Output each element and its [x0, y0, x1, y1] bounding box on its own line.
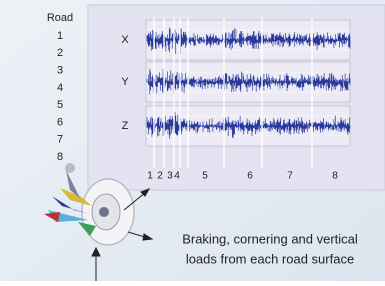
road-number: 1 [57, 30, 63, 42]
segment-label: 6 [247, 171, 253, 182]
segment-label: 3 [167, 171, 173, 182]
channel-label: Z [122, 120, 129, 132]
road-number: 4 [57, 82, 63, 94]
caption-line: loads from each road surface [186, 251, 354, 266]
road-number: 2 [57, 47, 63, 59]
road-number: 6 [57, 116, 63, 128]
road-title: Road [47, 12, 73, 24]
road-number: 7 [57, 134, 63, 146]
segment-label: 8 [332, 171, 338, 182]
caption-line: Braking, cornering and vertical [182, 231, 358, 246]
channel-label: X [121, 34, 129, 46]
segment-label: 4 [174, 171, 180, 182]
segment-label: 2 [157, 171, 163, 182]
signal-strips [146, 18, 350, 168]
road-number: 5 [57, 99, 63, 111]
segment-label: 7 [287, 171, 293, 182]
segment-label: 5 [202, 171, 208, 182]
figure: Road 12345678XYZ12345678Braking, corneri… [0, 0, 385, 281]
segment-label: 1 [147, 171, 153, 182]
road-number: 8 [57, 151, 63, 163]
channel-label: Y [121, 76, 129, 88]
road-number: 3 [57, 65, 63, 77]
